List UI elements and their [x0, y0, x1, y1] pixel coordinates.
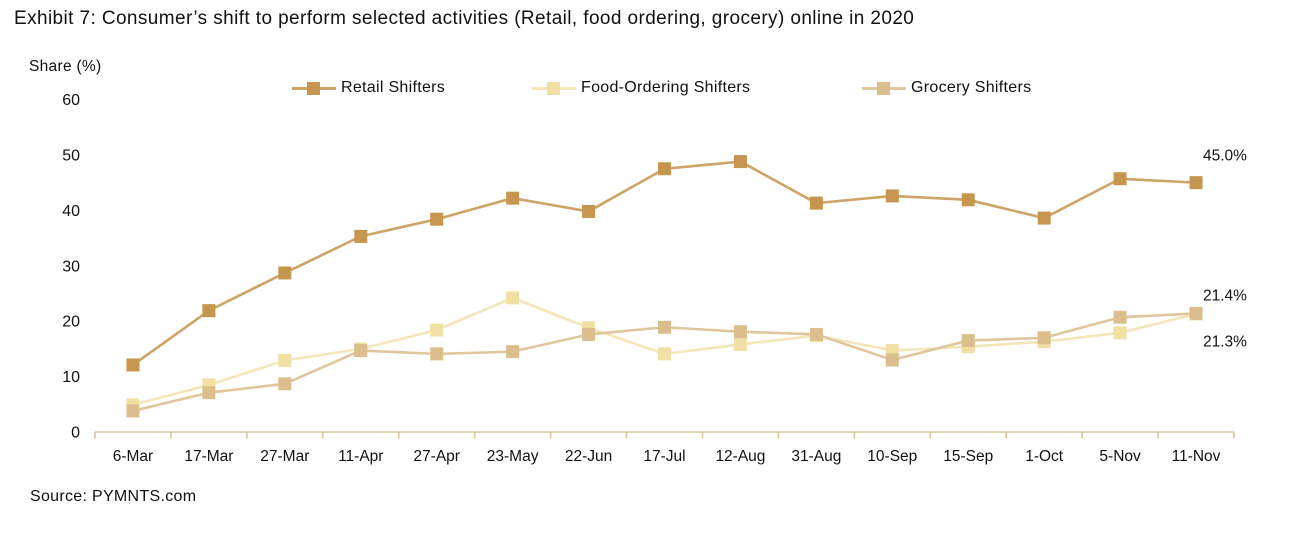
legend-swatch-grocery-shifters — [862, 81, 906, 95]
y-tick-label: 40 — [62, 203, 80, 220]
legend-swatch-retail-shifters — [292, 81, 336, 95]
series-retail-shifters-marker — [809, 196, 823, 210]
series-retail-shifters-line — [132, 160, 1197, 367]
x-tick-label: 12-Aug — [715, 448, 765, 465]
series-retail-shifters-marker — [658, 162, 671, 176]
y-tick-label: 60 — [62, 92, 80, 109]
x-tick-label: 31-Aug — [791, 448, 841, 465]
legend-marker-icon — [307, 81, 320, 95]
legend-label: Food-Ordering Shifters — [581, 79, 751, 96]
series-grocery-shifters-marker — [506, 345, 520, 359]
source-note: Source: PYMNTS.com — [30, 488, 197, 505]
series-retail-shifters-marker — [278, 266, 292, 280]
legend-swatch-food-ordering-shifters — [532, 81, 576, 95]
y-tick-label: 0 — [71, 425, 80, 442]
series-retail-shifters-marker — [1037, 211, 1051, 225]
series-retail-shifters-marker — [430, 212, 444, 226]
y-tick-label: 20 — [62, 314, 80, 331]
legend-label: Grocery Shifters — [911, 79, 1032, 96]
series-food-ordering-shifters-marker — [733, 337, 747, 351]
x-tick-label: 11-Apr — [338, 448, 383, 465]
x-tick-label: 11-Nov — [1172, 448, 1221, 465]
series-grocery-shifters-marker — [354, 344, 368, 358]
series-grocery-shifters-marker — [582, 327, 596, 341]
series-retail-shifters-marker — [506, 191, 520, 205]
series-food-ordering-shifters-marker — [658, 347, 671, 361]
legend-item-grocery-shifters: Grocery Shifters — [862, 79, 1031, 97]
series-retail-shifters-marker — [961, 193, 975, 207]
x-tick-label: 6-Mar — [113, 448, 153, 465]
series-food-ordering-shifters-marker — [1113, 326, 1127, 340]
series-grocery-shifters-marker — [1037, 331, 1051, 345]
y-tick-label: 10 — [62, 369, 80, 386]
series-retail-shifters-marker — [582, 204, 596, 218]
x-tick-label: 27-Mar — [260, 448, 309, 465]
y-tick-label: 30 — [62, 258, 80, 275]
series-grocery-shifters-marker — [126, 404, 140, 418]
series-food-ordering-shifters-marker — [430, 323, 444, 337]
y-axis-title: Share (%) — [29, 58, 102, 75]
x-tick-label: 17-Jul — [643, 448, 685, 465]
series-grocery-shifters-marker — [1113, 310, 1127, 324]
page-title: Exhibit 7: Consumer’s shift to perform s… — [14, 8, 915, 29]
series-food-ordering-shifters-marker — [278, 354, 292, 368]
series-grocery-shifters-marker — [430, 347, 444, 361]
series-retail-shifters-marker — [733, 155, 747, 169]
series-grocery-shifters-marker — [278, 377, 292, 391]
legend-item-food-ordering-shifters: Food-Ordering Shifters — [532, 79, 750, 97]
y-tick-label: 50 — [62, 147, 80, 164]
legend-marker-icon — [547, 81, 560, 95]
series-retail-shifters-marker — [1113, 172, 1127, 186]
series-grocery-shifters-marker — [1189, 306, 1203, 320]
legend-label: Retail Shifters — [341, 79, 446, 96]
x-tick-label: 15-Sep — [943, 448, 993, 465]
series-grocery-shifters-marker — [202, 386, 216, 400]
series-retail-shifters-marker — [202, 304, 216, 318]
x-tick-label: 10-Sep — [867, 448, 917, 465]
series-grocery-shifters-marker — [885, 353, 899, 367]
series-retail-shifters-marker — [885, 189, 899, 203]
series-retail-shifters-marker — [126, 358, 140, 372]
x-tick-label: 27-Apr — [413, 448, 460, 465]
x-tick-label: 5-Nov — [1099, 448, 1141, 465]
series-grocery-shifters-marker — [809, 327, 823, 341]
x-tick-label: 22-Jun — [565, 448, 612, 465]
x-tick-label: 17-Mar — [184, 448, 233, 465]
x-tick-label: 1-Oct — [1025, 448, 1064, 465]
series-food-ordering-shifters-end-label: 21.3% — [1203, 334, 1247, 351]
legend-item-retail-shifters: Retail Shifters — [292, 79, 445, 97]
series-grocery-shifters-end-label: 21.4% — [1203, 288, 1247, 305]
x-tick-label: 23-May — [487, 448, 539, 465]
series-retail-shifters-end-label: 45.0% — [1203, 147, 1247, 164]
series-grocery-shifters-marker — [658, 320, 671, 334]
series-retail-shifters-marker — [354, 229, 368, 243]
series-grocery-shifters-marker — [961, 334, 975, 348]
series-food-ordering-shifters-marker — [506, 291, 520, 305]
series-retail-shifters-marker — [1189, 176, 1203, 190]
legend-marker-icon — [877, 81, 890, 95]
series-grocery-shifters-marker — [733, 325, 747, 339]
